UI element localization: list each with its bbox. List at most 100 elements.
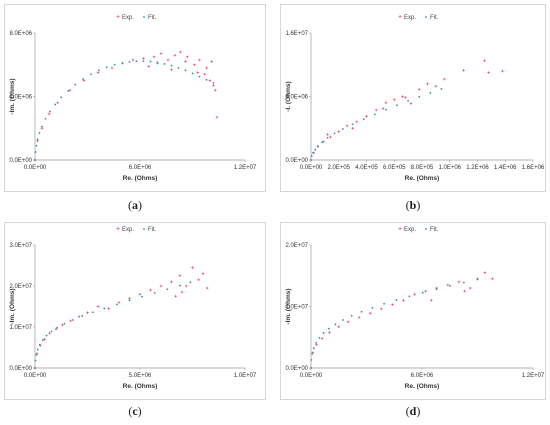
data-point-exp — [159, 284, 163, 288]
data-point-fit — [34, 159, 36, 161]
data-point-fit — [45, 334, 48, 337]
x-axis-label: Re. (Ohms) — [123, 383, 158, 390]
data-point-fit — [82, 78, 85, 80]
data-point-exp — [463, 289, 466, 293]
data-point-exp — [357, 316, 361, 319]
y-axis-label: -Im. (Ohms) — [9, 288, 16, 324]
data-point-exp — [483, 271, 487, 274]
legend-exp-marker: + — [116, 226, 120, 233]
data-point-fit — [135, 60, 138, 63]
data-point-fit — [149, 60, 152, 63]
legend-fit-label: Fit. — [430, 15, 439, 21]
data-point-exp — [35, 352, 39, 355]
data-point-exp — [213, 88, 217, 92]
data-point-exp — [185, 55, 189, 59]
data-point-exp — [468, 286, 472, 290]
legend-exp-marker: + — [398, 14, 402, 21]
data-point-fit — [435, 288, 438, 291]
data-point-exp — [404, 95, 407, 99]
data-point-fit — [310, 359, 313, 361]
data-point-fit — [105, 66, 108, 69]
data-point-exp — [159, 52, 163, 55]
caption-a: (a) — [128, 198, 142, 212]
data-point-fit — [312, 151, 314, 154]
x-tick-label: 1.6E+06 — [522, 165, 545, 171]
chart-d-svg: + Exp. Fit. 0.0E+00 6.0E+06 1.2E+07 0.0E+00 1.0… — [285, 226, 545, 390]
data-point-fit — [476, 278, 479, 281]
data-point-fit — [408, 295, 411, 298]
data-point-exp — [43, 338, 46, 341]
legend-fit-marker — [425, 228, 427, 230]
data-point-exp — [191, 266, 194, 269]
data-point-fit — [205, 78, 208, 81]
data-point-fit — [97, 69, 100, 72]
data-point-fit — [315, 341, 318, 344]
data-point-exp — [351, 126, 354, 130]
data-point-fit — [141, 295, 144, 298]
data-point-fit — [41, 339, 44, 342]
data-point-exp — [491, 277, 494, 281]
data-point-exp — [374, 108, 378, 112]
y-axis-label: -Im. (Ohms) — [285, 288, 292, 324]
x-axis-label: Re. (Ohms) — [405, 383, 440, 390]
data-point-fit — [449, 284, 452, 287]
data-point-fit — [334, 323, 337, 326]
data-point-exp — [147, 65, 151, 68]
chart-panel-d: + Exp. Fit. 0.0E+00 6.0E+06 1.2E+07 0.0E+00 1.0… — [280, 222, 546, 400]
caption-c: (c) — [128, 404, 142, 418]
data-point-fit — [81, 315, 84, 317]
data-point-exp — [180, 290, 184, 294]
data-point-fit — [67, 90, 70, 92]
data-point-exp — [201, 272, 205, 275]
data-point-exp — [166, 58, 170, 62]
legend-exp-label: Exp. — [122, 227, 134, 233]
data-point-exp — [82, 79, 86, 82]
data-point-exp — [326, 133, 329, 136]
x-axis-label: Re. (Ohms) — [405, 175, 440, 182]
legend-exp-marker: + — [398, 226, 402, 233]
data-point-exp — [61, 323, 64, 327]
data-point-fit — [189, 281, 192, 284]
data-point-fit — [177, 67, 180, 69]
data-point-exp — [69, 319, 72, 323]
chart-panel-a: + Exp. Fit. 0.0E+00 6.0E+06 1.2E+07 0.0E+00 4.0… — [4, 4, 266, 192]
data-point-exp — [424, 289, 427, 293]
data-point-fit — [342, 319, 344, 321]
y-tick-label: 0.0E+00 — [9, 366, 32, 372]
x-tick-label: 8.0E+05 — [411, 165, 434, 171]
y-tick-label: 0.0E+00 — [285, 366, 308, 372]
data-point-fit — [34, 359, 37, 362]
data-point-fit — [54, 103, 57, 106]
data-point-exp — [365, 115, 368, 118]
legend-fit-label: Fit. — [430, 227, 439, 233]
data-point-exp — [203, 72, 207, 76]
legend-fit-marker — [425, 16, 427, 18]
data-point-fit — [38, 343, 41, 346]
data-point-fit — [48, 110, 51, 113]
y-tick-label: 1.0E+07 — [285, 305, 308, 311]
y-tick-label: 3.0E+07 — [9, 243, 32, 249]
x-tick-label: 0.0E+00 — [24, 373, 47, 379]
data-point-exp — [212, 84, 215, 87]
legend-fit-label: Fit. — [148, 227, 157, 233]
data-point-exp — [184, 60, 187, 63]
data-point-exp — [128, 297, 131, 300]
data-point-exp — [368, 311, 372, 315]
data-point-fit — [63, 322, 66, 325]
x-tick-label: 1.0E+07 — [234, 373, 257, 379]
data-point-fit — [312, 347, 315, 350]
data-point-exp — [138, 292, 142, 296]
data-point-fit — [179, 284, 181, 287]
data-point-exp — [152, 55, 156, 59]
y-tick-label: 2.0E+07 — [9, 284, 32, 290]
data-point-fit — [418, 95, 421, 98]
data-point-exp — [198, 58, 201, 62]
chart-c-svg: + Exp. Fit. 0.0E+00 5.0E+06 1.0E+07 0.0E+00 1.0… — [9, 226, 257, 390]
legend-fit-marker — [143, 228, 145, 230]
x-tick-label: 1.0E+06 — [438, 165, 461, 171]
data-point-fit — [34, 367, 36, 369]
chart-panel-b: + Exp. Fit. 0.0E+00 2.0E+05 4.0E+05 6.0E+05 8.0… — [280, 4, 546, 192]
data-point-fit — [74, 83, 77, 86]
data-point-fit — [360, 310, 363, 313]
data-point-fit — [198, 75, 201, 78]
